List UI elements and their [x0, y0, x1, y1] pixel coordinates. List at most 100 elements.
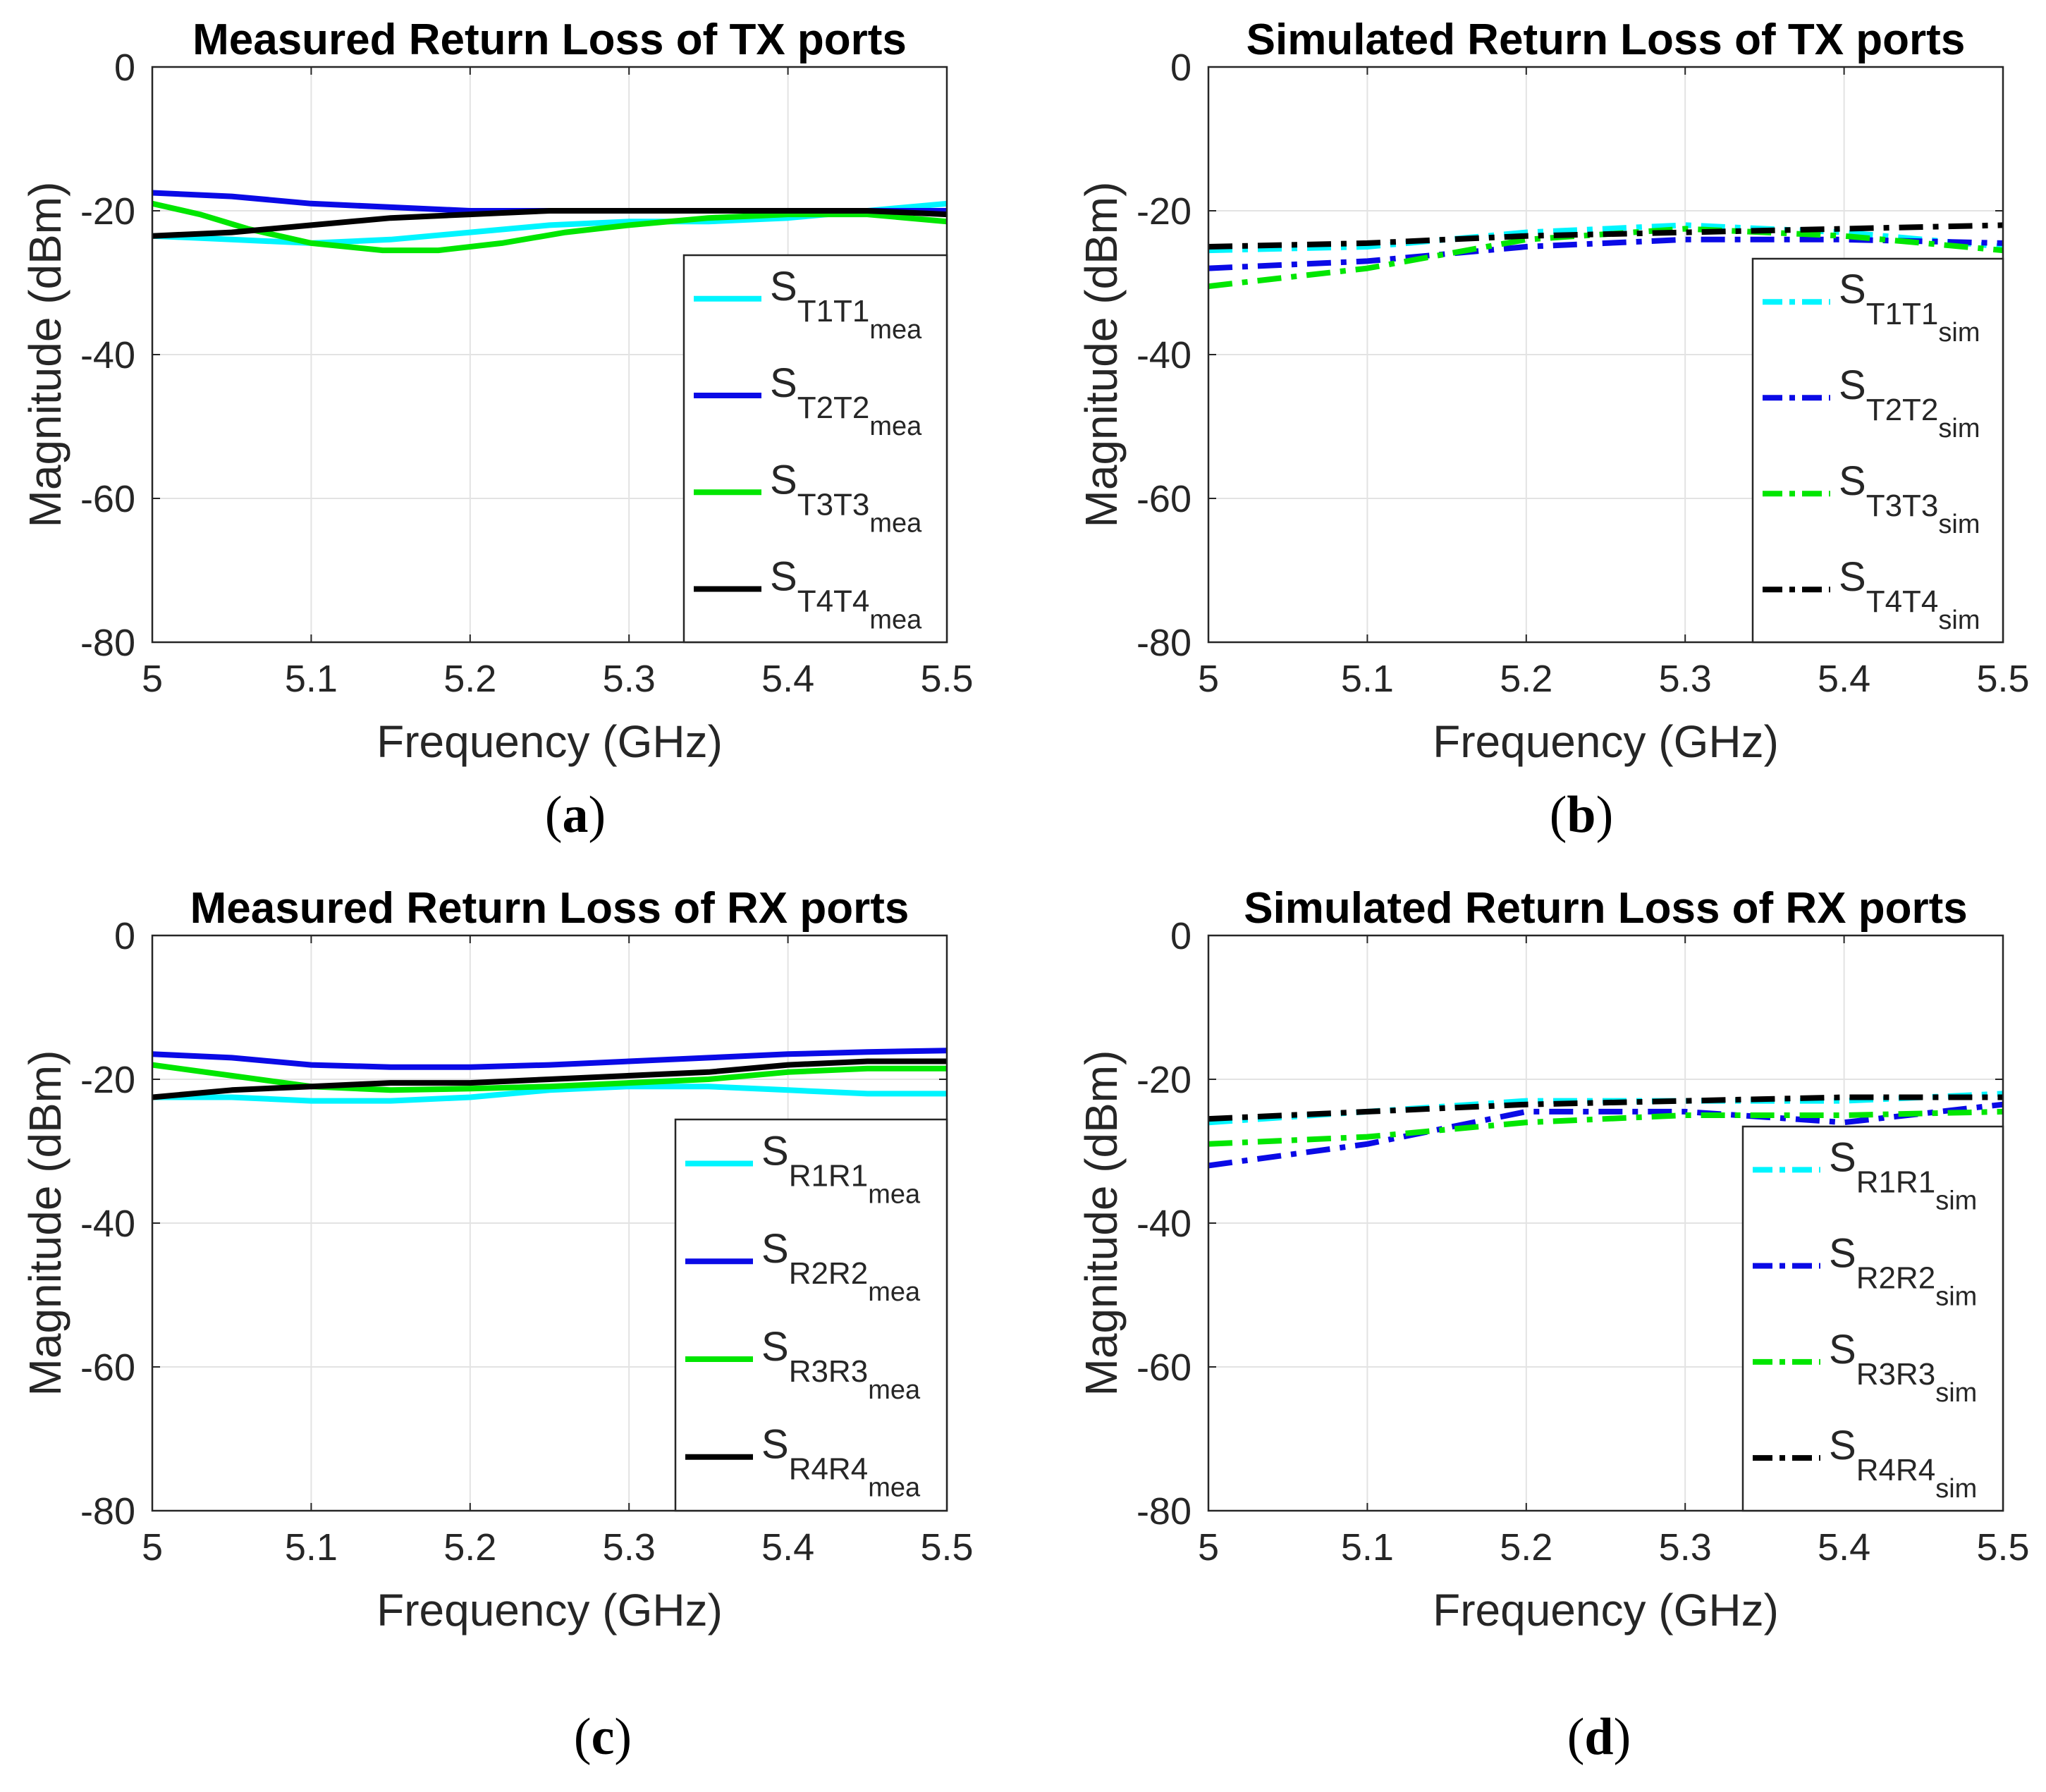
- chart-title: Measured Return Loss of TX ports: [192, 16, 907, 64]
- y-tick-label: -80: [80, 622, 135, 664]
- y-tick-label: -60: [80, 1346, 135, 1389]
- panel-caption: (b): [1550, 786, 1613, 844]
- y-tick-label: -40: [1137, 1203, 1192, 1245]
- y-axis-label: Magnitude (dBm): [20, 182, 71, 528]
- x-tick-label: 5.2: [443, 1526, 496, 1569]
- chart-title: Measured Return Loss of RX ports: [190, 884, 909, 933]
- y-tick-label: 0: [1170, 915, 1192, 957]
- x-axis-label: Frequency (GHz): [1433, 1585, 1779, 1635]
- y-tick-label: -40: [1137, 334, 1192, 376]
- legend-entry: SR2R2sim: [1829, 1231, 1977, 1312]
- x-tick-label: 5.3: [603, 1526, 656, 1569]
- x-tick-label: 5.4: [761, 658, 814, 700]
- legend-entry: SR1R1sim: [1829, 1134, 1977, 1215]
- x-tick-label: 5: [1198, 658, 1219, 700]
- y-tick-label: -80: [80, 1490, 135, 1533]
- x-axis-label: Frequency (GHz): [1433, 716, 1779, 767]
- legend-entry: SR2R2mea: [761, 1226, 921, 1307]
- x-tick-label: 5.1: [1341, 658, 1394, 700]
- series-line-r2r2-sim: [1208, 1101, 2003, 1169]
- y-tick-label: -60: [1137, 1346, 1192, 1389]
- chart-title: Simulated Return Loss of TX ports: [1246, 16, 1966, 64]
- legend-entry: SR1R1mea: [761, 1128, 921, 1209]
- legend-entry: ST1T1mea: [770, 264, 922, 345]
- panel-b: 5 5.1 5.2 5.3 5.4 5.5 0 -20 -40 -60 -80 Simulated R…: [1076, 16, 2030, 844]
- x-tick-label: 5.3: [1659, 1526, 1712, 1569]
- legend-box: [682, 254, 948, 644]
- legend-entry: ST4T4mea: [770, 554, 922, 635]
- x-tick-label: 5.2: [1500, 1526, 1552, 1569]
- x-tick-label: 5.5: [920, 1526, 973, 1569]
- series-line-r4r4-mea: [152, 1058, 947, 1100]
- legend: ST1T1sim ST2T2sim ST3T3sim ST4T4sim: [1751, 257, 2004, 644]
- legend-entry: ST2T2sim: [1839, 362, 1980, 443]
- y-tick-label: -20: [1137, 1059, 1192, 1101]
- y-tick-label: -60: [80, 478, 135, 520]
- y-tick-label: -40: [80, 334, 135, 376]
- series-line-r3r3-mea: [152, 1062, 947, 1093]
- x-tick-label: 5.5: [1976, 1526, 2029, 1569]
- x-tick-label: 5.5: [1976, 658, 2029, 700]
- panel-a: 5 5.1 5.2 5.3 5.4 5.5 0 -20 -40 -60 -80 Measured Re…: [20, 16, 974, 844]
- y-tick-label: 0: [114, 915, 135, 957]
- legend-entry: ST3T3sim: [1839, 458, 1980, 539]
- legend: SR1R1mea SR2R2mea SR3R3mea SR4R4mea: [674, 1118, 948, 1512]
- panel-caption: (c): [574, 1708, 632, 1766]
- y-tick-label: 0: [1170, 47, 1192, 89]
- x-tick-label: 5.1: [285, 658, 338, 700]
- chart-title: Simulated Return Loss of RX ports: [1244, 884, 1968, 933]
- legend-entry: SR4R4mea: [761, 1422, 921, 1503]
- legend-entry: ST3T3mea: [770, 457, 922, 538]
- y-tick-label: -20: [1137, 190, 1192, 233]
- series-line-t4t4-mea: [152, 208, 947, 239]
- x-tick-label: 5.5: [920, 658, 973, 700]
- x-tick-label: 5: [1198, 1526, 1219, 1569]
- legend: SR1R1sim SR2R2sim SR3R3sim SR4R4sim: [1741, 1125, 2004, 1512]
- legend-entry: ST2T2mea: [770, 360, 922, 441]
- x-tick-label: 5.4: [761, 1526, 814, 1569]
- y-axis-label: Magnitude (dBm): [1076, 182, 1127, 528]
- y-axis-label: Magnitude (dBm): [1076, 1050, 1127, 1397]
- legend-entry: SR3R3mea: [761, 1324, 921, 1405]
- panel-caption: (d): [1567, 1708, 1631, 1766]
- legend-entry: SR3R3sim: [1829, 1327, 1977, 1408]
- series-line-t1t1-sim: [1208, 222, 2003, 254]
- x-tick-label: 5.1: [285, 1526, 338, 1569]
- x-tick-label: 5.4: [1818, 658, 1870, 700]
- y-tick-label: -20: [80, 1059, 135, 1101]
- y-tick-label: -60: [1137, 478, 1192, 520]
- x-axis-label: Frequency (GHz): [376, 1585, 723, 1635]
- series-line-t4t4-sim: [1208, 222, 2003, 250]
- x-axis-label: Frequency (GHz): [376, 716, 723, 767]
- x-tick-label: 5.2: [1500, 658, 1552, 700]
- panel-c: 5 5.1 5.2 5.3 5.4 5.5 0 -20 -40 -60 -80 Measured Re…: [20, 884, 974, 1766]
- series-line-t2t2-sim: [1208, 236, 2003, 271]
- legend-entry: ST4T4sim: [1839, 554, 1980, 635]
- x-tick-label: 5.1: [1341, 1526, 1394, 1569]
- x-tick-label: 5.2: [443, 658, 496, 700]
- y-tick-label: -20: [80, 190, 135, 233]
- legend-entry: ST1T1sim: [1839, 266, 1980, 348]
- panel-d: 5 5.1 5.2 5.3 5.4 5.5 0 -20 -40 -60 -80 Simulated R…: [1076, 884, 2030, 1766]
- legend-box: [674, 1118, 948, 1512]
- x-tick-label: 5: [142, 658, 163, 700]
- y-tick-label: -80: [1137, 1490, 1192, 1533]
- x-tick-label: 5: [142, 1526, 163, 1569]
- y-tick-label: -80: [1137, 622, 1192, 664]
- panel-caption: (a): [545, 786, 606, 844]
- x-tick-label: 5.3: [1659, 658, 1712, 700]
- series-line-r4r4-sim: [1208, 1094, 2003, 1122]
- legend-box: [1741, 1125, 2004, 1512]
- x-tick-label: 5.3: [603, 658, 656, 700]
- y-tick-label: 0: [114, 47, 135, 89]
- series-line-r2r2-mea: [152, 1048, 947, 1070]
- legend-box: [1751, 257, 2004, 644]
- series-line-r1r1-mea: [152, 1084, 947, 1104]
- series-line-r3r3-sim: [1208, 1108, 2003, 1147]
- y-tick-label: -40: [80, 1203, 135, 1245]
- y-axis-label: Magnitude (dBm): [20, 1050, 71, 1397]
- legend-entry: SR4R4sim: [1829, 1423, 1977, 1504]
- legend: ST1T1mea ST2T2mea ST3T3mea ST4T4mea: [682, 254, 948, 644]
- x-tick-label: 5.4: [1818, 1526, 1870, 1569]
